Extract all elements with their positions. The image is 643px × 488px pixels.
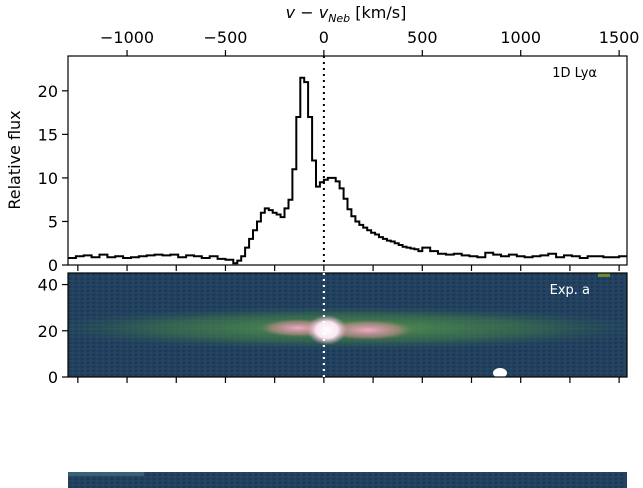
spectrum-y-ticks: 0 5 10 15 20 <box>38 82 68 275</box>
spectrum-series-line <box>68 76 627 265</box>
image-annotation: Exp. a <box>550 283 590 298</box>
image-y-tick-label: 40 <box>38 276 58 295</box>
strip-background <box>68 472 627 488</box>
spectrum-y-tick-label: 20 <box>38 82 58 101</box>
top-x-tick-label: −1000 <box>100 28 154 47</box>
x-axis-label: v − vNeb [km/s] <box>286 3 407 25</box>
spectrum-bottom-ticks <box>77 265 620 271</box>
spectrum-annotation: 1D Lyα <box>552 66 597 81</box>
top-x-tick-label: −500 <box>203 28 247 47</box>
image-y-tick-label: 20 <box>38 322 58 341</box>
bottom-image-strip <box>68 472 627 488</box>
strip-edge <box>68 472 144 476</box>
image-frame <box>67 272 628 378</box>
spectrum-y-tick-label: 15 <box>38 125 58 144</box>
image-y-ticks: 0 20 40 <box>38 276 68 387</box>
spectrum-y-tick-label: 10 <box>38 169 58 188</box>
image-y-tick-label: 0 <box>48 368 58 387</box>
top-x-ticks: −1000 −500 0 500 1000 1500 <box>100 28 639 56</box>
image-bottom-ticks <box>77 377 620 383</box>
top-x-tick-label: 1500 <box>599 28 640 47</box>
y-axis-label: Relative flux <box>5 110 24 209</box>
spectrum-panel: 0 5 10 15 20 1D Lyα <box>38 55 628 275</box>
spectrum-frame <box>67 55 628 266</box>
emission-core <box>307 315 347 345</box>
top-x-tick-label: 0 <box>319 28 329 47</box>
spectrum-y-tick-label: 5 <box>48 212 58 231</box>
bright-spot <box>493 368 507 377</box>
top-x-tick-label: 500 <box>407 28 438 47</box>
top-x-tick-label: 1000 <box>500 28 541 47</box>
corner-feature <box>598 273 610 277</box>
spectrum-y-tick-label: 0 <box>48 256 58 275</box>
image-panel: 0 20 40 Exp. a <box>38 272 628 387</box>
